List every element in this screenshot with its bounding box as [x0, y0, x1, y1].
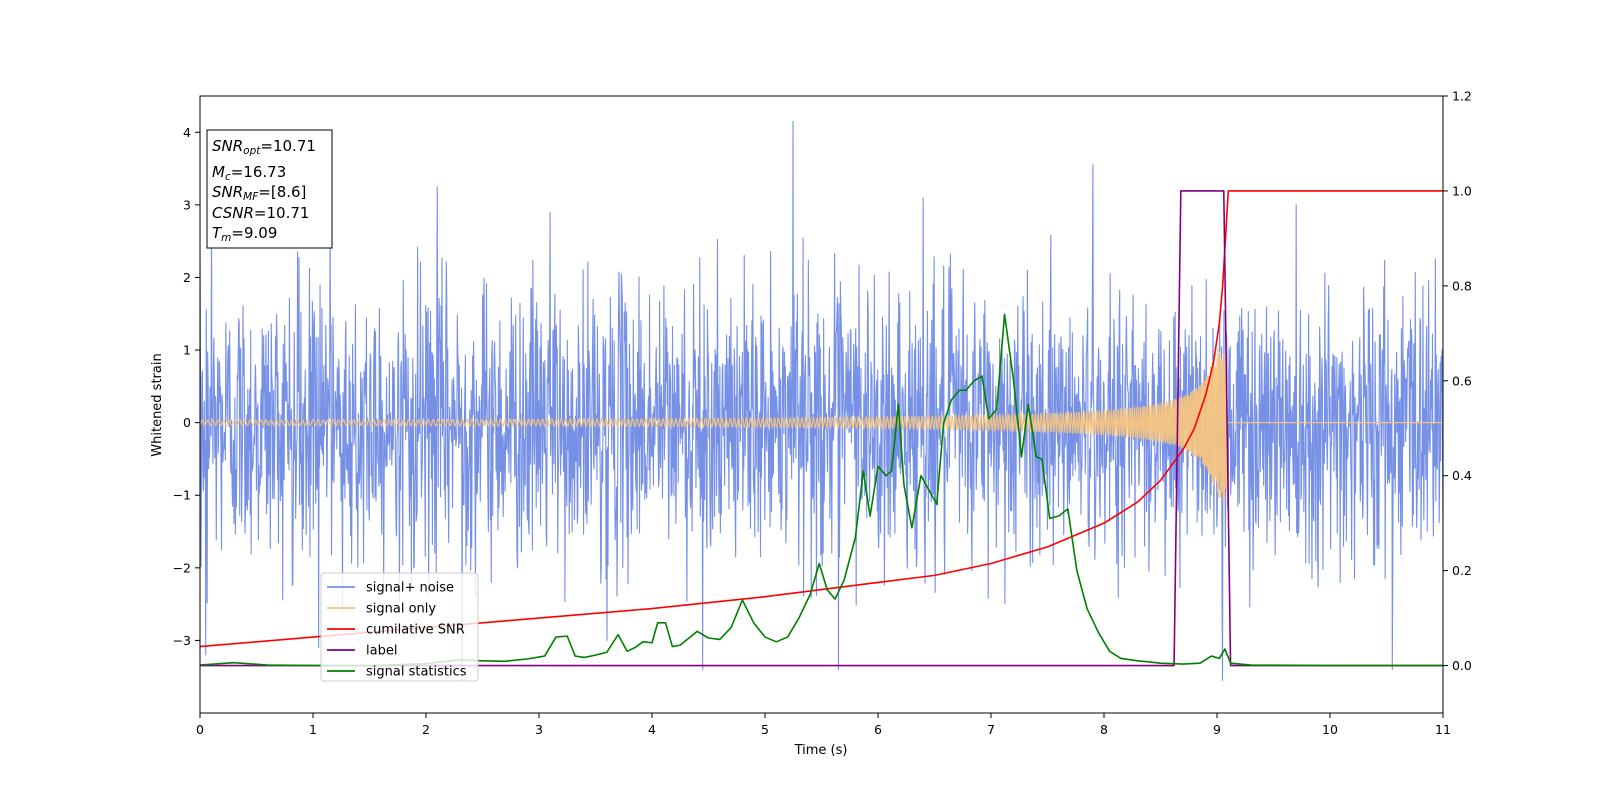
info-box-line: Mc=16.73 [212, 163, 286, 183]
x-tick-label: 7 [987, 722, 995, 737]
right-y-tick-label: 1.2 [1452, 89, 1472, 104]
left-y-tick-label: 0 [183, 415, 191, 430]
left-y-tick-label: −2 [173, 560, 191, 575]
legend-item-cumilative-snr: cumilative SNR [327, 623, 465, 638]
left-y-tick-label: 4 [183, 125, 191, 140]
x-tick-label: 6 [874, 722, 882, 737]
x-tick-label: 11 [1435, 722, 1451, 737]
x-tick-label: 10 [1322, 722, 1338, 737]
legend-item-signal-statistics: signal statistics [327, 665, 467, 680]
y-axis-label: Whitened strain [150, 353, 165, 456]
info-box-frame [206, 129, 333, 249]
legend-label: signal+ noise [366, 581, 454, 596]
left-y-tick-label: 1 [183, 343, 191, 358]
right-y-tick-label: 0.6 [1452, 373, 1472, 388]
legend-item-signal-plus-noise: signal+ noise [327, 581, 454, 596]
right-y-tick-label: 1.0 [1452, 183, 1472, 198]
x-tick-label: 9 [1213, 722, 1221, 737]
legend-item-label: label [327, 644, 397, 659]
right-y-axis: 0.0 0.2 0.4 0.6 0.8 1.0 1.2 [1443, 89, 1472, 673]
x-tick-label: 2 [422, 722, 430, 737]
legend-label: signal only [366, 602, 436, 617]
legend: signal+ noise signal only cumilative SNR la… [320, 572, 479, 682]
info-box-line: SNRopt=10.71 [212, 137, 316, 157]
info-box: SNRopt=10.71 Mc=16.73SNRMF=[8.6]CSNR=10.7… [206, 129, 333, 249]
left-y-tick-label: −3 [173, 633, 191, 648]
right-y-tick-label: 0.2 [1452, 563, 1472, 578]
left-y-axis: −3 −2 −1 0 1 2 3 4 [173, 125, 200, 648]
x-tick-label: 4 [648, 722, 656, 737]
legend-label: label [366, 644, 397, 659]
x-axis-label: Time (s) [794, 743, 848, 758]
legend-label: signal statistics [366, 665, 467, 680]
x-tick-label: 5 [761, 722, 769, 737]
x-tick-label: 1 [309, 722, 317, 737]
legend-item-signal-only: signal only [327, 602, 436, 617]
x-tick-label: 0 [196, 722, 204, 737]
x-tick-label: 8 [1100, 722, 1108, 737]
legend-label: cumilative SNR [366, 623, 465, 638]
plot-frame [199, 95, 1444, 714]
series-signal-statistics [200, 313, 1443, 667]
series-signal-only [200, 346, 1443, 499]
series-layer [200, 120, 1443, 681]
info-box-line: SNRMF=[8.6] [212, 183, 306, 203]
right-y-tick-label: 0.0 [1452, 658, 1472, 673]
right-y-tick-label: 0.8 [1452, 278, 1472, 293]
left-y-tick-label: −1 [173, 488, 191, 503]
series-cumilative-snr [200, 190, 1443, 648]
info-box-line: CSNR=10.71 [212, 204, 309, 222]
info-box-line: Tm=9.09 [212, 224, 277, 244]
left-y-tick-label: 2 [183, 270, 191, 285]
legend-frame [320, 572, 479, 682]
x-tick-label: 3 [535, 722, 543, 737]
x-axis: 0 1 2 3 4 5 6 7 8 9 10 11 [196, 713, 1451, 737]
series-signal-plus-noise [200, 120, 1443, 681]
left-y-tick-label: 3 [183, 197, 191, 212]
right-y-tick-label: 0.4 [1452, 468, 1472, 483]
